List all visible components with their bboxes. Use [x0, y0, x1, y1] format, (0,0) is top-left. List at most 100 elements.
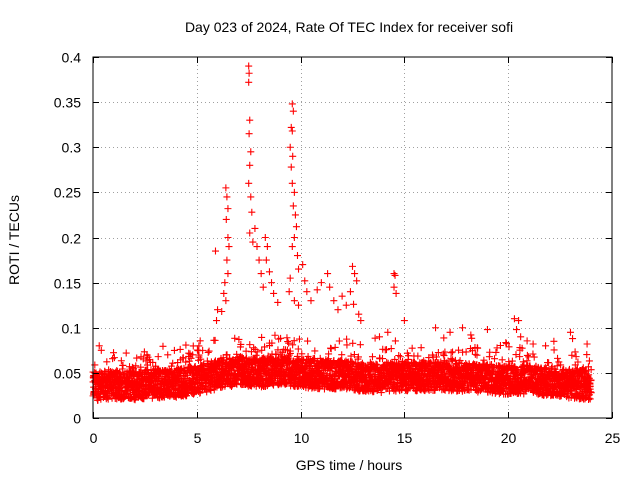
data-point: [245, 62, 253, 70]
data-point: [286, 274, 294, 282]
data-point: [270, 289, 278, 297]
data-point: [529, 340, 537, 348]
data-point: [262, 256, 270, 264]
y-tick-label: 0.05: [54, 366, 81, 382]
data-point: [253, 243, 261, 251]
data-point: [326, 283, 334, 291]
x-axis-label: GPS time / hours: [296, 457, 403, 473]
y-tick-label: 0.3: [62, 140, 82, 156]
data-point: [473, 351, 481, 359]
data-point: [357, 317, 365, 325]
data-point: [274, 298, 282, 306]
data-point: [245, 78, 253, 86]
data-point: [572, 353, 580, 361]
data-point: [222, 215, 230, 223]
data-point: [510, 315, 518, 323]
data-point: [295, 301, 303, 309]
data-point: [195, 342, 203, 350]
data-point: [180, 373, 188, 381]
data-point: [224, 234, 232, 241]
data-point: [245, 69, 253, 77]
data-point: [390, 283, 398, 291]
data-point: [204, 348, 212, 356]
data-point: [542, 342, 550, 350]
data-point: [179, 354, 187, 362]
y-axis-label: ROTI / TECUs: [6, 195, 22, 285]
data-point: [391, 337, 399, 345]
data-point: [142, 357, 150, 365]
data-point: [550, 337, 558, 345]
data-point: [417, 344, 425, 352]
data-point: [289, 202, 297, 210]
data-point: [104, 395, 112, 403]
data-point: [382, 346, 390, 354]
data-point: [550, 346, 558, 354]
data-point: [286, 143, 294, 151]
data-point: [408, 344, 416, 352]
data-point: [313, 286, 321, 294]
data-point: [247, 148, 255, 156]
data-point: [290, 297, 298, 305]
data-point: [349, 262, 356, 270]
x-tick-label: 10: [294, 430, 310, 446]
y-tick-label: 0.15: [54, 276, 81, 292]
data-point: [290, 234, 298, 241]
y-tick-label: 0.35: [54, 95, 81, 111]
data-point: [223, 193, 231, 201]
data-point: [304, 337, 312, 345]
data-point: [568, 351, 576, 359]
x-tick-label: 20: [501, 430, 517, 446]
data-point: [353, 277, 361, 285]
data-point: [446, 328, 454, 336]
data-point: [355, 310, 363, 318]
data-point: [224, 205, 232, 213]
data-point: [176, 345, 184, 353]
data-point: [515, 317, 523, 325]
data-point: [349, 339, 357, 347]
data-point: [498, 356, 506, 364]
data-point: [288, 100, 296, 108]
data-point: [248, 208, 256, 216]
data-point: [197, 355, 205, 363]
x-tick-label: 0: [90, 430, 98, 446]
data-point: [251, 224, 259, 232]
data-point: [449, 348, 457, 356]
data-point: [182, 341, 190, 349]
data-point: [224, 270, 232, 278]
data-point: [462, 348, 470, 356]
data-point: [249, 238, 257, 246]
x-tick-label: 25: [605, 430, 621, 446]
data-point: [117, 357, 125, 365]
data-point: [467, 331, 475, 339]
data-point: [334, 306, 342, 314]
y-tick-label: 0.2: [62, 231, 82, 247]
data-point: [395, 352, 403, 360]
data-point: [287, 163, 295, 171]
data-point: [356, 341, 364, 349]
data-point: [342, 301, 350, 309]
data-point: [265, 268, 273, 276]
data-point: [330, 297, 338, 305]
data-point: [390, 270, 398, 278]
data-point: [287, 123, 295, 131]
data-point: [583, 340, 591, 348]
data-point: [110, 349, 118, 357]
data-point: [199, 346, 207, 354]
y-tick-label: 0.25: [54, 185, 81, 201]
data-point: [523, 337, 531, 345]
data-point: [109, 355, 117, 363]
data-point: [317, 279, 325, 287]
data-point: [222, 297, 230, 305]
data-point: [271, 331, 279, 339]
data-point: [338, 351, 346, 359]
data-point: [414, 352, 422, 360]
y-tick-label: 0.4: [62, 50, 82, 66]
data-point: [258, 333, 266, 341]
data-point: [583, 351, 591, 359]
data-point: [513, 326, 521, 334]
data-point: [119, 361, 127, 369]
data-point: [171, 393, 179, 401]
x-tick-label: 5: [194, 430, 202, 446]
data-points: [89, 62, 595, 404]
